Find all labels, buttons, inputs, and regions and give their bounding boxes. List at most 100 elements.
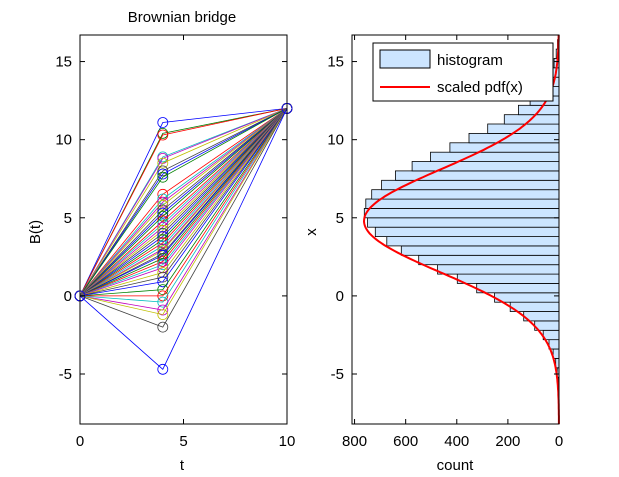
legend-histogram-label: histogram xyxy=(437,52,503,69)
bridge-midpoint-marker xyxy=(157,193,169,205)
bridge-path xyxy=(79,108,288,297)
right-ticks: 800 600 400 200 0 -5 0 5 10 15 xyxy=(327,35,563,450)
bridge-path xyxy=(79,108,288,297)
bridge-midpoint-marker xyxy=(157,196,169,208)
bridge-midpoint-marker xyxy=(157,157,169,169)
left-chart-title: Brownian bridge xyxy=(128,9,236,26)
bridge-path xyxy=(79,108,288,370)
bridge-path xyxy=(79,108,288,297)
bridge-path xyxy=(79,108,288,297)
bridge-path xyxy=(79,108,288,297)
bridge-path xyxy=(79,108,288,303)
histogram-bar xyxy=(371,189,560,200)
legend: histogram scaled pdf(x) xyxy=(372,42,554,102)
left-y-tick-label: 10 xyxy=(55,132,72,149)
left-x-axis-label: t xyxy=(180,457,185,474)
histogram-bar xyxy=(374,226,560,237)
left-y-tick-label: 0 xyxy=(64,288,72,305)
bridge-midpoint-marker xyxy=(157,129,169,141)
right-y-axis-label: x xyxy=(303,228,320,236)
bridge-path xyxy=(79,108,288,297)
left-y-axis-label: B(t) xyxy=(27,220,44,244)
bridge-midpoint-marker xyxy=(157,321,169,333)
left-y-tick-label: 15 xyxy=(55,54,72,71)
bridge-midpoint-marker xyxy=(157,363,169,375)
right-y-tick-label: 5 xyxy=(336,210,344,227)
histogram-bar xyxy=(400,245,560,256)
bridge-midpoint-marker xyxy=(157,117,169,128)
left-x-tick-label: 10 xyxy=(279,433,296,450)
bridge-path xyxy=(79,108,288,297)
bridge-midpoint-marker xyxy=(157,231,169,242)
bridge-path xyxy=(79,108,288,297)
histogram-bar xyxy=(363,207,560,219)
bridge-midpoint-marker xyxy=(157,165,169,177)
right-x-tick-label: 600 xyxy=(393,433,418,450)
bridge-midpoint-marker xyxy=(157,234,169,246)
brownian-bridge-chart: Brownian bridge 0 5 10 -5 0 5 10 15 t B(t) xyxy=(27,9,295,474)
bridge-midpoint-marker xyxy=(157,259,169,271)
left-y-tick-label: -5 xyxy=(59,366,72,383)
histogram-bar xyxy=(437,264,560,275)
bridge-path xyxy=(79,108,288,328)
histogram-bar xyxy=(367,217,560,228)
bridge-midpoint-marker xyxy=(157,221,169,233)
right-y-tick-label: 15 xyxy=(327,54,344,71)
bridge-path xyxy=(79,108,288,297)
left-y-tick-label: 5 xyxy=(64,210,72,227)
bridge-path xyxy=(79,108,288,297)
bridge-midpoint-marker xyxy=(157,309,169,321)
bridge-path xyxy=(79,108,288,297)
histogram-bar xyxy=(456,273,560,284)
bridge-path xyxy=(80,108,288,297)
histogram-bar xyxy=(430,151,560,162)
bridge-midpoint-marker xyxy=(157,171,169,183)
histogram-bar xyxy=(476,282,560,294)
bridge-path xyxy=(79,108,288,297)
right-x-tick-label: 800 xyxy=(342,433,367,450)
bridge-path xyxy=(79,108,288,297)
histogram-bar xyxy=(418,254,560,266)
bridge-path xyxy=(79,108,288,297)
right-x-axis-label: count xyxy=(437,457,475,474)
bridge-midpoint-marker xyxy=(157,290,169,302)
histogram-bar xyxy=(411,161,560,172)
bridge-midpoint-marker xyxy=(157,227,169,239)
bridge-path xyxy=(79,108,288,316)
bridge-midpoint-marker xyxy=(157,204,169,216)
histogram-bar xyxy=(509,301,560,312)
bridge-midpoint-marker xyxy=(157,224,169,236)
right-x-tick-label: 0 xyxy=(555,433,563,450)
bridge-path xyxy=(79,108,288,297)
right-y-tick-label: 10 xyxy=(327,132,344,149)
bridge-path xyxy=(79,108,288,297)
histogram-bar xyxy=(494,292,560,303)
bridge-midpoint-marker xyxy=(157,215,169,227)
bridge-path xyxy=(79,108,288,297)
histogram-bar xyxy=(449,142,560,153)
right-x-tick-label: 400 xyxy=(444,433,469,450)
histogram-bar xyxy=(365,198,560,209)
bridge-path xyxy=(79,108,288,297)
legend-histogram-swatch xyxy=(379,49,431,69)
bridge-midpoint-marker xyxy=(157,207,169,219)
bridge-path xyxy=(79,108,288,297)
bridge-path xyxy=(79,108,288,297)
bridge-midpoint-marker xyxy=(157,284,169,296)
legend-pdf-label: scaled pdf(x) xyxy=(437,79,523,96)
right-y-tick-label: 0 xyxy=(336,288,344,305)
right-x-tick-label: 200 xyxy=(495,433,520,450)
right-axes-box xyxy=(351,34,560,425)
left-x-tick-label: 0 xyxy=(76,433,84,450)
bridge-path xyxy=(79,108,288,297)
histogram-chart: 800 600 400 200 0 -5 0 5 10 15 count x histogram … xyxy=(303,34,563,474)
right-y-tick-label: -5 xyxy=(331,366,344,383)
histogram-bar xyxy=(468,132,560,144)
left-x-tick-label: 5 xyxy=(179,433,187,450)
bridge-path xyxy=(79,108,288,297)
bridge-midpoint-marker xyxy=(157,218,169,230)
left-ticks: 0 5 10 -5 0 5 10 15 xyxy=(55,35,295,450)
bridge-path xyxy=(79,108,288,297)
bridge-path xyxy=(79,108,288,297)
